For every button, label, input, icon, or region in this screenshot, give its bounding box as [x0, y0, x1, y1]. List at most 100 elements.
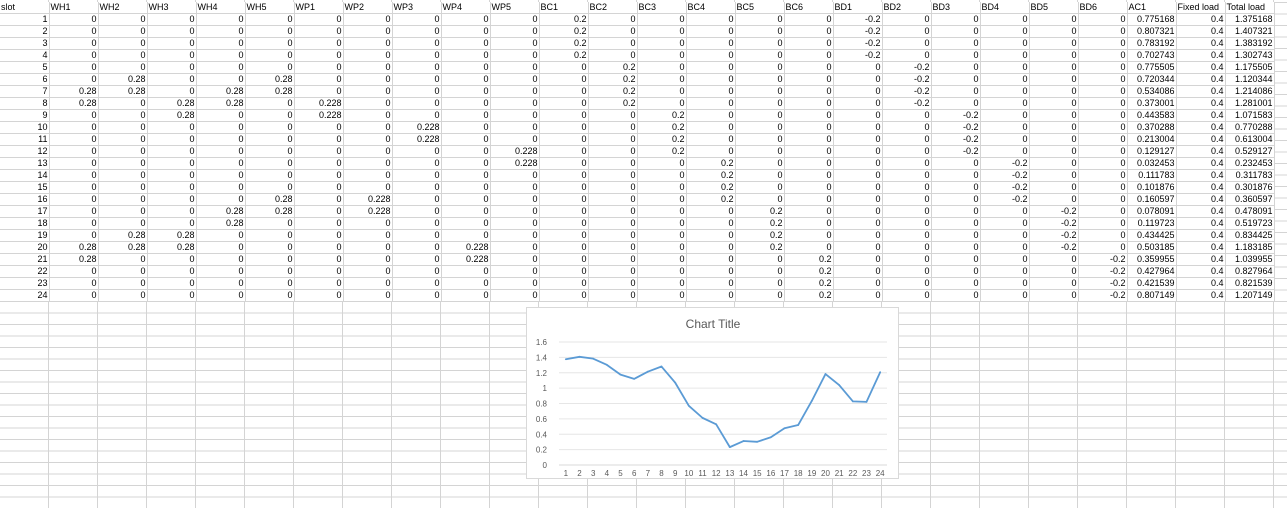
value-cell[interactable]: 0 [833, 289, 883, 302]
value-cell[interactable]: 0 [784, 133, 834, 146]
value-cell[interactable]: 0.534086 [1127, 85, 1177, 98]
slot-cell[interactable]: 17 [0, 205, 50, 218]
value-cell[interactable]: 0 [490, 265, 540, 278]
value-cell[interactable]: 0.4 [1176, 193, 1226, 206]
column-header-cell[interactable]: BC5 [735, 2, 785, 14]
value-cell[interactable]: 0.775505 [1127, 61, 1177, 74]
value-cell[interactable]: 0 [539, 265, 589, 278]
value-cell[interactable]: 0 [539, 145, 589, 158]
value-cell[interactable]: -0.2 [882, 97, 932, 110]
value-cell[interactable]: 0 [539, 121, 589, 134]
value-cell[interactable]: 0 [98, 13, 148, 26]
value-cell[interactable]: 0 [441, 49, 491, 62]
value-cell[interactable]: 0 [833, 73, 883, 86]
value-cell[interactable]: 0 [637, 181, 687, 194]
value-cell[interactable]: 0 [392, 97, 442, 110]
value-cell[interactable]: 0 [294, 133, 344, 146]
value-cell[interactable]: 0.4 [1176, 181, 1226, 194]
value-cell[interactable]: 0 [196, 13, 246, 26]
value-cell[interactable]: 0 [441, 217, 491, 230]
value-cell[interactable]: 0.28 [49, 253, 99, 266]
value-cell[interactable]: 0 [588, 169, 638, 182]
value-cell[interactable]: 0 [147, 277, 197, 290]
value-cell[interactable]: 0 [882, 157, 932, 170]
value-cell[interactable]: 0 [294, 241, 344, 254]
slot-cell[interactable]: 16 [0, 193, 50, 206]
value-cell[interactable]: -0.2 [1029, 229, 1079, 242]
value-cell[interactable]: 0 [294, 25, 344, 38]
value-cell[interactable]: 0 [147, 61, 197, 74]
value-cell[interactable]: 0 [49, 133, 99, 146]
value-cell[interactable]: 0 [49, 61, 99, 74]
value-cell[interactable]: 0 [392, 37, 442, 50]
value-cell[interactable]: 0 [882, 193, 932, 206]
value-cell[interactable]: 0 [882, 13, 932, 26]
value-cell[interactable]: -0.2 [882, 61, 932, 74]
value-cell[interactable]: 1.175505 [1225, 61, 1275, 74]
value-cell[interactable]: 0 [784, 169, 834, 182]
value-cell[interactable]: 0 [1078, 145, 1128, 158]
value-cell[interactable]: 0.2 [637, 145, 687, 158]
value-cell[interactable]: 0 [196, 265, 246, 278]
value-cell[interactable]: -0.2 [882, 73, 932, 86]
value-cell[interactable]: 0.4 [1176, 121, 1226, 134]
value-cell[interactable]: 0.228 [490, 157, 540, 170]
value-cell[interactable]: 0 [245, 229, 295, 242]
value-cell[interactable]: 0 [490, 121, 540, 134]
value-cell[interactable]: 0 [98, 217, 148, 230]
value-cell[interactable]: 0 [1078, 205, 1128, 218]
value-cell[interactable]: 0.28 [49, 241, 99, 254]
value-cell[interactable]: 0 [784, 121, 834, 134]
value-cell[interactable]: 0 [588, 241, 638, 254]
value-cell[interactable]: -0.2 [1078, 253, 1128, 266]
value-cell[interactable]: 0 [637, 61, 687, 74]
value-cell[interactable]: 0 [686, 217, 736, 230]
value-cell[interactable]: 0 [1078, 73, 1128, 86]
value-cell[interactable]: 0 [147, 217, 197, 230]
value-cell[interactable]: 0.2 [539, 37, 589, 50]
value-cell[interactable]: 1.302743 [1225, 49, 1275, 62]
value-cell[interactable]: 0 [245, 97, 295, 110]
value-cell[interactable]: 0 [980, 205, 1030, 218]
value-cell[interactable]: 0 [98, 49, 148, 62]
value-cell[interactable]: 0 [882, 265, 932, 278]
value-cell[interactable]: 0 [882, 49, 932, 62]
value-cell[interactable]: 0.228 [294, 109, 344, 122]
value-cell[interactable]: 0.28 [245, 205, 295, 218]
value-cell[interactable]: 0 [980, 277, 1030, 290]
column-header-cell[interactable]: BD1 [833, 2, 883, 14]
value-cell[interactable]: 0 [735, 61, 785, 74]
slot-cell[interactable]: 13 [0, 157, 50, 170]
slot-cell[interactable]: 1 [0, 13, 50, 26]
value-cell[interactable]: 0 [245, 121, 295, 134]
value-cell[interactable]: 0 [490, 181, 540, 194]
value-cell[interactable]: 0 [539, 217, 589, 230]
value-cell[interactable]: 0 [931, 169, 981, 182]
value-cell[interactable]: 0.213004 [1127, 133, 1177, 146]
value-cell[interactable]: 0 [98, 121, 148, 134]
value-cell[interactable]: 0 [98, 133, 148, 146]
value-cell[interactable]: 0 [1029, 73, 1079, 86]
value-cell[interactable]: 0 [686, 49, 736, 62]
value-cell[interactable]: 0 [294, 169, 344, 182]
value-cell[interactable]: 0.28 [98, 85, 148, 98]
value-cell[interactable]: 0 [98, 37, 148, 50]
value-cell[interactable]: 0 [343, 37, 393, 50]
value-cell[interactable]: 0 [539, 253, 589, 266]
slot-cell[interactable]: 18 [0, 217, 50, 230]
value-cell[interactable]: 0 [245, 241, 295, 254]
value-cell[interactable]: 0 [49, 193, 99, 206]
value-cell[interactable]: 0 [147, 37, 197, 50]
value-cell[interactable]: 0.4 [1176, 37, 1226, 50]
value-cell[interactable]: 0.101876 [1127, 181, 1177, 194]
value-cell[interactable]: 1.071583 [1225, 109, 1275, 122]
value-cell[interactable]: 0 [343, 25, 393, 38]
value-cell[interactable]: 0 [784, 157, 834, 170]
value-cell[interactable]: 0 [343, 85, 393, 98]
value-cell[interactable]: 0 [833, 277, 883, 290]
value-cell[interactable]: 0 [1078, 157, 1128, 170]
value-cell[interactable]: 0 [196, 193, 246, 206]
value-cell[interactable]: 0.2 [539, 13, 589, 26]
value-cell[interactable]: 0 [490, 61, 540, 74]
value-cell[interactable]: 0 [343, 289, 393, 302]
